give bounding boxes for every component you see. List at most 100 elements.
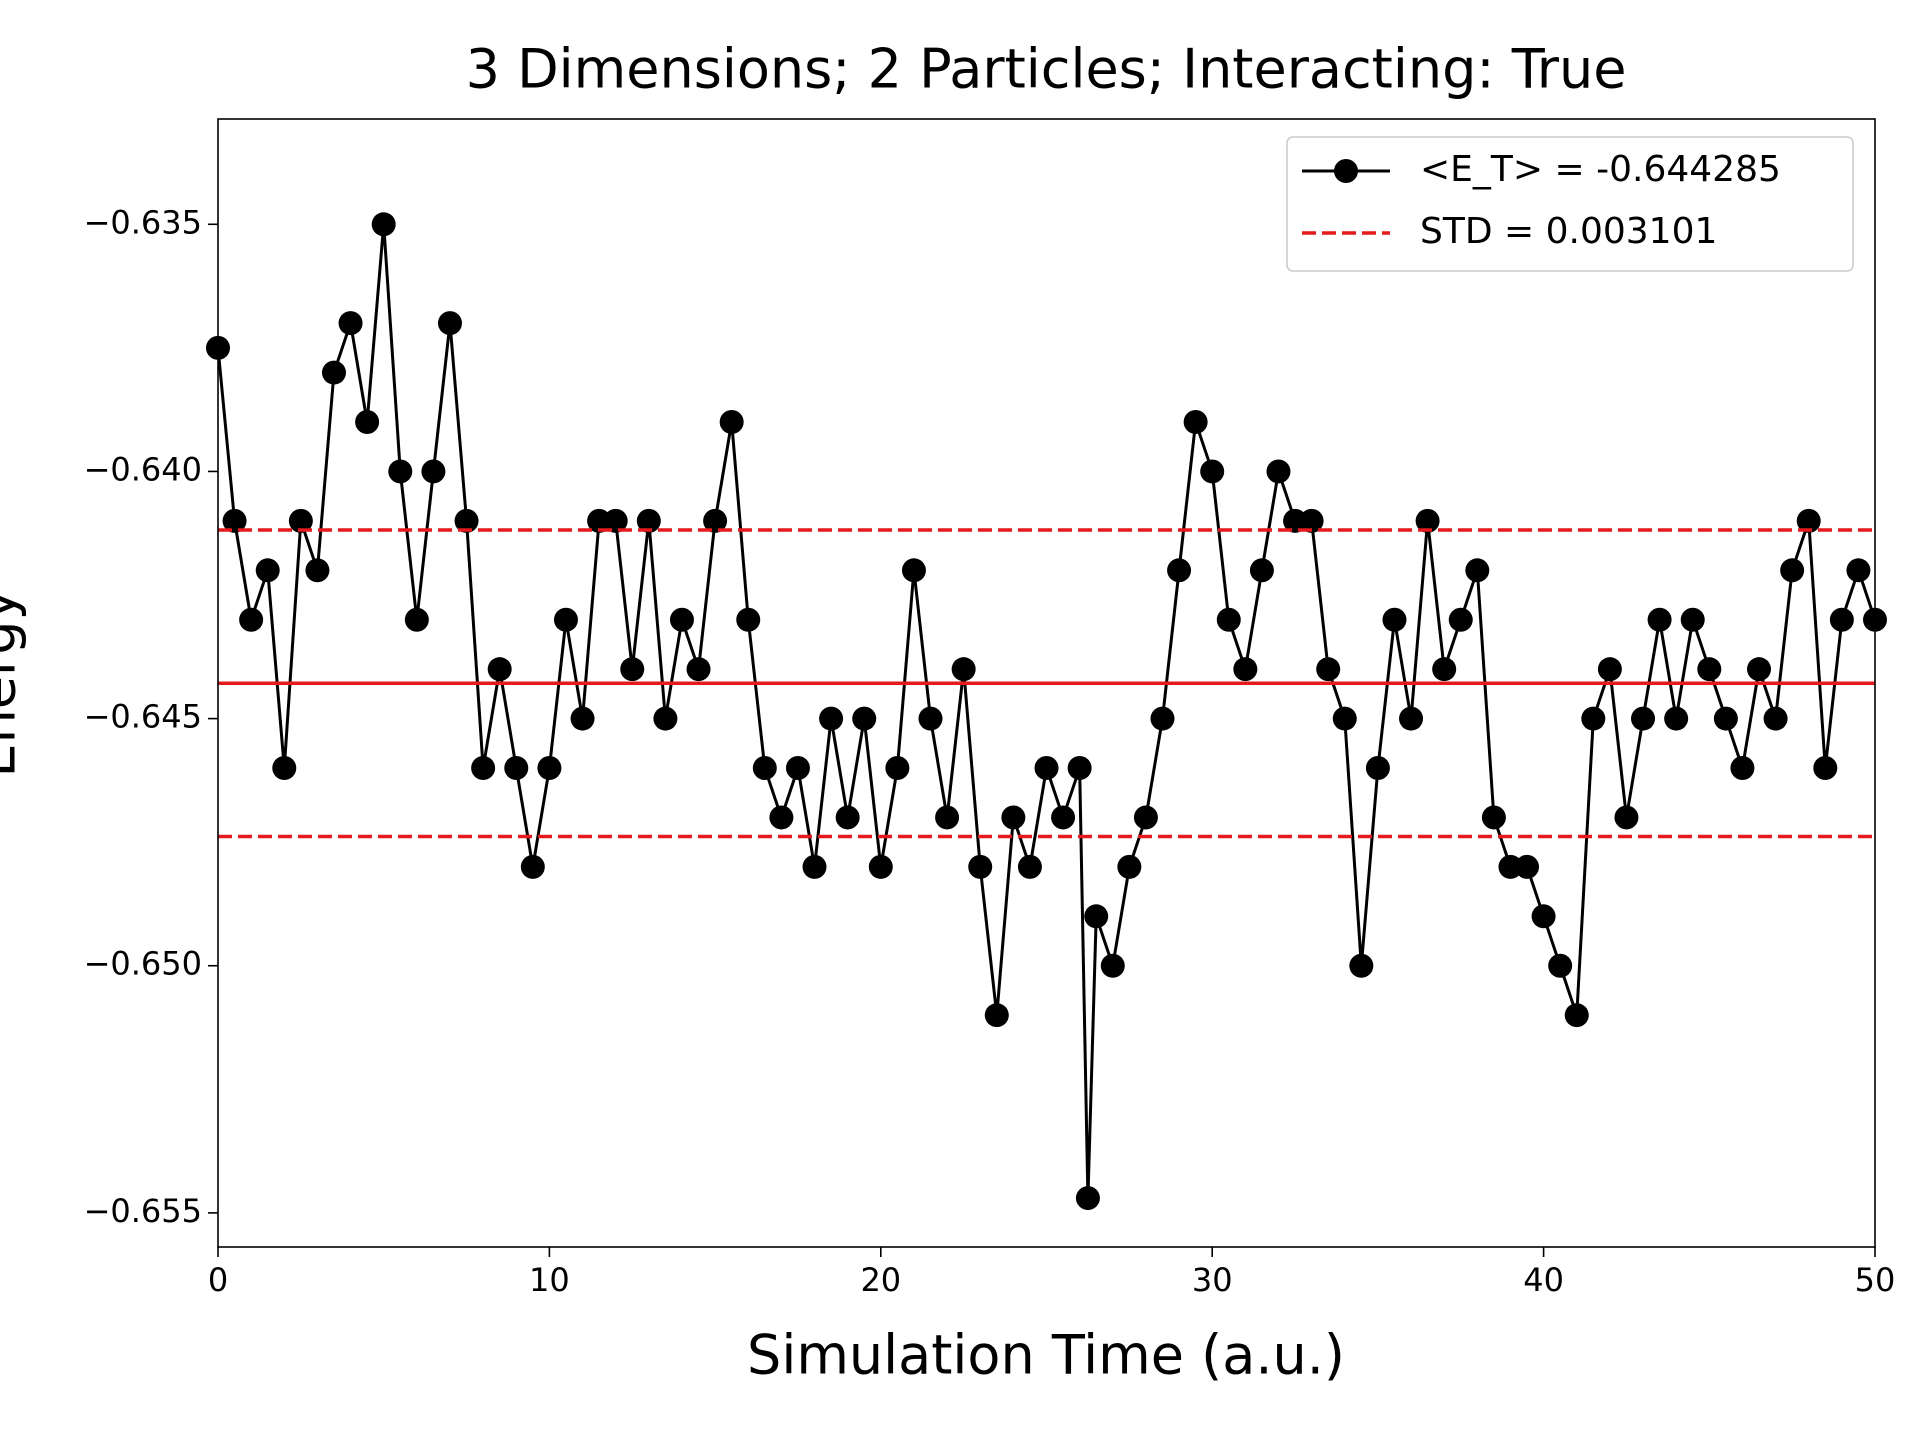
data-point [1051, 805, 1076, 830]
data-point [686, 657, 711, 682]
data-point [371, 212, 396, 237]
data-point [620, 657, 645, 682]
data-point [1515, 854, 1540, 879]
plot-area [206, 212, 1887, 1211]
x-tick-label: 20 [860, 1261, 901, 1299]
data-point [1829, 607, 1854, 632]
data-point [951, 657, 976, 682]
data-point [703, 508, 728, 533]
data-point [1730, 756, 1755, 781]
data-point [1200, 459, 1225, 484]
y-tick-label: −0.645 [84, 698, 202, 736]
data-point [1299, 508, 1324, 533]
data-point [321, 360, 346, 385]
data-point [487, 657, 512, 682]
data-point [1117, 854, 1142, 879]
data-point [1183, 410, 1208, 435]
data-point [885, 756, 910, 781]
data-point [338, 311, 363, 336]
y-tick-label: −0.640 [84, 450, 202, 488]
data-point [1266, 459, 1291, 484]
data-point [1001, 805, 1026, 830]
y-tick-label: −0.635 [84, 203, 202, 241]
legend: <E_T> = -0.644285 STD = 0.003101 [1286, 136, 1854, 272]
data-point [1249, 558, 1274, 583]
data-point [537, 756, 562, 781]
legend-label: STD = 0.003101 [1420, 211, 1717, 252]
data-point [984, 1003, 1009, 1028]
x-tick-label: 50 [1855, 1261, 1896, 1299]
data-point [752, 756, 777, 781]
data-point [1647, 607, 1672, 632]
data-point [1780, 558, 1805, 583]
data-point [835, 805, 860, 830]
data-point [1382, 607, 1407, 632]
data-point [935, 805, 960, 830]
data-point [1548, 953, 1573, 978]
legend-box [1286, 136, 1854, 272]
data-point [255, 558, 280, 583]
legend-label: <E_T> = -0.644285 [1420, 149, 1781, 190]
data-point [421, 459, 446, 484]
data-point [852, 706, 877, 731]
data-point [1067, 756, 1092, 781]
data-point [1017, 854, 1042, 879]
data-point [1531, 904, 1556, 929]
data-point [1498, 854, 1523, 879]
data-point [587, 508, 612, 533]
data-point [1597, 657, 1622, 682]
data-point [388, 459, 413, 484]
data-point [636, 508, 661, 533]
y-axis-label: Energy [0, 588, 28, 777]
data-point [454, 508, 479, 533]
data-point [1399, 706, 1424, 731]
data-point [1084, 904, 1109, 929]
data-point [968, 854, 993, 879]
data-point [1448, 607, 1473, 632]
series-line [216, 224, 1877, 1199]
data-point [785, 756, 810, 781]
data-point [404, 607, 429, 632]
data-point [653, 706, 678, 731]
data-point [1034, 756, 1059, 781]
data-point [471, 756, 496, 781]
data-point [1216, 607, 1241, 632]
data-point [1581, 706, 1606, 731]
data-point [1332, 706, 1357, 731]
data-point [520, 854, 545, 879]
data-point [1133, 805, 1158, 830]
x-tick-label: 30 [1192, 1261, 1233, 1299]
data-point [769, 805, 794, 830]
data-point [901, 558, 926, 583]
data-point [553, 607, 578, 632]
data-point [669, 607, 694, 632]
data-point [355, 410, 380, 435]
data-point [1233, 657, 1258, 682]
data-point [1697, 657, 1722, 682]
data-point [437, 311, 462, 336]
data-point [736, 607, 761, 632]
data-point [802, 854, 827, 879]
x-tick-label: 0 [208, 1261, 228, 1299]
data-point [603, 508, 628, 533]
data-point [305, 558, 330, 583]
data-point [1564, 1003, 1589, 1028]
data-point [504, 756, 529, 781]
data-point [819, 706, 844, 731]
data-point [1150, 706, 1175, 731]
x-axis-label: Simulation Time (a.u.) [747, 1324, 1345, 1387]
data-point [918, 706, 943, 731]
x-tick-label: 40 [1523, 1261, 1564, 1299]
data-point [1415, 508, 1440, 533]
data-point [719, 410, 744, 435]
data-point [1664, 706, 1689, 731]
data-point [1713, 706, 1738, 731]
y-tick-label: −0.655 [84, 1192, 202, 1230]
data-point [1747, 657, 1772, 682]
x-tick-label: 10 [529, 1261, 570, 1299]
data-point [1432, 657, 1457, 682]
plot-frame [217, 118, 1876, 1248]
data-point [1846, 558, 1871, 583]
data-point [1680, 607, 1705, 632]
